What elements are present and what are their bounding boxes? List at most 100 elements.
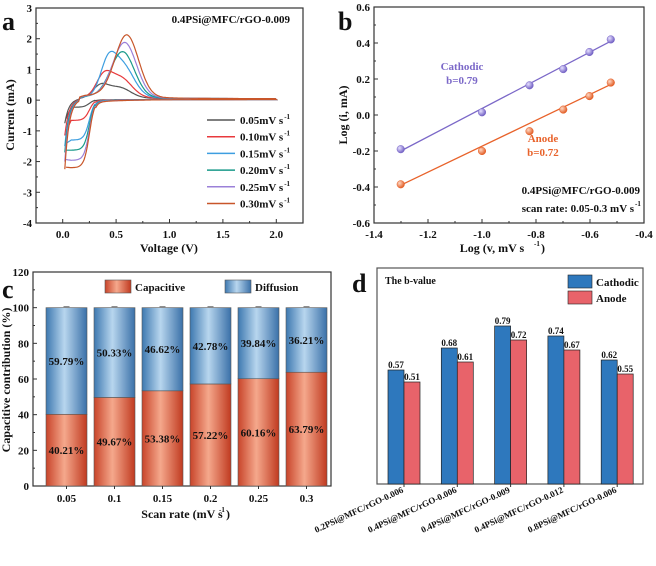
cathodic-fit-line (400, 40, 612, 152)
panel-d-legend: Cathodic Anode (567, 274, 639, 305)
panel-c-bars: 40.21% 59.79% 0.05 49.67% 50.33% 0.1 53.38% 46.… (45, 306, 328, 505)
x-tick-label: 0.2 (204, 493, 218, 505)
panel-b-annotation-scanrate: scan rate: 0.05-0.3 mV s (522, 203, 635, 215)
diffusion-bar (237, 307, 280, 380)
legend-label: 0.30mV s (240, 199, 284, 211)
diffusion-bar-label: 59.79% (49, 356, 85, 368)
panel-b-y-ticks: -0.6 -0.4 -0.2 0.0 0.2 0.4 0.6 (353, 2, 378, 230)
legend-diffusion-label: Diffusion (255, 282, 298, 294)
legend-diffusion-swatch (224, 279, 252, 294)
capacitive-bar-label: 40.21% (49, 445, 85, 457)
x-tick-label: 0.4PSi@MFC/rGO-0.012 (473, 485, 565, 535)
cathodic-bar (494, 325, 511, 485)
panel-c-letter: c (2, 275, 14, 304)
anode-point (585, 92, 594, 101)
anode-bar-label: 0.55 (617, 364, 633, 374)
y-tick-label: 1 (27, 64, 33, 76)
x-tick-label: -0.4 (635, 229, 653, 241)
anode-bar-label: 0.67 (564, 340, 580, 350)
y-tick-label: -3 (23, 187, 33, 199)
capacitive-bar (45, 413, 88, 487)
cathodic-bar (600, 359, 618, 485)
panel-d-bars: 0.570.51 0.680.61 0.790.72 0.740.67 0.620.55 (387, 316, 634, 485)
legend-label-sup: -1 (284, 130, 290, 138)
panel-d: d The b-value 0.570.510.680.610.790.72 0.… (313, 267, 644, 535)
x-tick-label: -1.0 (473, 229, 491, 241)
legend-label: 0.20mV s (240, 165, 284, 177)
panel-a-legend: 0.05mV s -10.10mV s -10.15mV s -10.20mV s -1… (207, 113, 291, 211)
panel-c-ylabel: Capacitive contribution (%) (0, 308, 13, 453)
panel-d-x-labels: 0.2PSi@MFC/rGO-0.0060.4PSi@MFC/rGO-0.006… (313, 484, 618, 535)
x-tick-label: 1.0 (163, 229, 177, 241)
cathodic-point (559, 65, 568, 74)
diffusion-bar (93, 307, 136, 398)
y-tick-label: 40 (18, 410, 30, 422)
x-tick-label: 0.2PSi@MFC/rGO-0.006 (313, 485, 405, 535)
panel-c-xlabel-end: ) (226, 507, 230, 521)
x-tick-label: 0.4PSi@MFC/rGO-0.006 (366, 485, 458, 535)
cathodic-point (477, 108, 487, 117)
panel-a-xlabel: Voltage (V) (140, 241, 198, 255)
panel-a-x-ticks: 0.0 0.5 1.0 1.5 2.0 (35, 219, 284, 241)
anode-bar (616, 373, 634, 485)
y-tick-label: 0.0 (356, 110, 370, 122)
panel-b-ylabel: Log (i, mA) (336, 86, 350, 145)
legend-cathodic-swatch (567, 274, 593, 289)
y-tick-label: 20 (18, 445, 30, 457)
panel-a: a 0.0 0.5 1.0 1.5 2.0 -4 -3 -2 -1 0 1 2 3 0.4PSi@MF… (2, 3, 304, 255)
capacitive-bar (93, 397, 136, 487)
anode-bar-label: 0.72 (511, 330, 527, 340)
legend-label-sup: -1 (284, 180, 290, 188)
anode-bar (510, 339, 527, 485)
panel-b-xlabel-main: Log (v, mV s (460, 241, 525, 255)
panel-c-legend: Capacitive Diffusion (104, 279, 298, 294)
anode-bar-label: 0.61 (457, 352, 473, 362)
y-tick-label: -0.2 (353, 146, 371, 158)
legend-anode-swatch (567, 290, 593, 305)
capacitive-bar-label: 60.16% (241, 427, 277, 439)
cathodic-label: Cathodic (441, 61, 484, 73)
diffusion-bar (45, 307, 88, 415)
y-tick-label: 120 (13, 267, 30, 279)
anode-label: Anode (528, 133, 559, 145)
panel-c-y-ticks: 0 20 40 60 80 100 120 (13, 267, 37, 493)
panel-b-series (396, 35, 615, 189)
y-tick-label: 3 (27, 3, 33, 15)
x-tick-label: 0.05 (57, 493, 77, 505)
capacitive-bar-label: 53.38% (145, 433, 181, 445)
diffusion-bar-label: 36.21% (289, 335, 325, 347)
x-tick-label: 0.4PSi@MFC/rGO-0.009 (419, 485, 511, 535)
x-tick-label: 0.25 (249, 493, 269, 505)
anode-bar-label: 0.51 (404, 372, 420, 382)
panel-c-xlabel-main: Scan rate (mV s (141, 507, 223, 521)
panel-b-annotation-sample: 0.4PSi@MFC/rGO-0.009 (522, 185, 641, 197)
diffusion-bar (189, 307, 232, 385)
y-tick-label: 0.4 (356, 38, 370, 50)
anode-point (477, 146, 487, 156)
panel-b-xlabel-end: ) (541, 241, 545, 255)
anode-point (606, 78, 615, 87)
y-tick-label: 0.2 (356, 74, 370, 86)
panel-c-xlabel: Scan rate (mV s -1 ) (141, 506, 230, 521)
x-tick-label: 0.0 (56, 229, 70, 241)
panel-b-x-ticks: -1.4 -1.2 -1.0 -0.8 -0.6 -0.4 (365, 219, 653, 241)
cathodic-bar-label: 0.57 (388, 360, 404, 370)
legend-label: 0.05mV s (240, 115, 284, 127)
panel-d-title: The b-value (385, 276, 436, 287)
panel-b-xlabel-sup: -1 (534, 240, 540, 248)
cathodic-point (606, 35, 615, 44)
x-tick-label: 0.1 (108, 493, 122, 505)
panel-a-curves (64, 34, 278, 170)
capacitive-bar-label: 49.67% (97, 437, 133, 449)
x-tick-label: -0.8 (527, 229, 545, 241)
y-tick-label: -2 (23, 157, 33, 169)
panel-b-xlabel: Log (v, mV s -1 ) (460, 240, 545, 255)
panel-c-xlabel-sup: -1 (219, 506, 225, 514)
x-tick-label: -1.4 (365, 229, 383, 241)
diffusion-bar (285, 307, 328, 373)
cathodic-b-label: b=0.79 (446, 75, 478, 87)
anode-bar (563, 349, 581, 485)
legend-label: 0.15mV s (240, 148, 284, 160)
legend-label: 0.10mV s (240, 132, 284, 144)
